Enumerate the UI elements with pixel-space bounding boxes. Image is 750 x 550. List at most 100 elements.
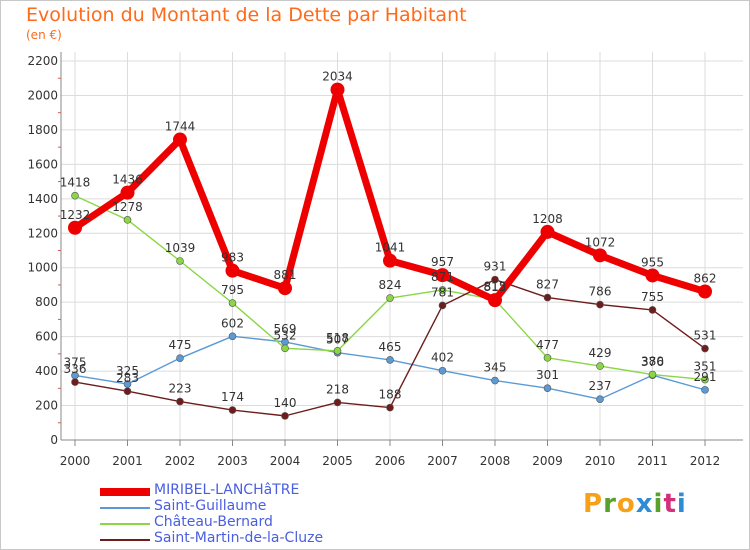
data-label: 1436 <box>112 173 143 187</box>
data-point <box>123 387 132 396</box>
y-tick-label: 1400 <box>27 192 58 206</box>
legend-swatch <box>100 507 150 509</box>
data-point <box>701 386 709 394</box>
chart-subtitle: (en €) <box>26 28 62 42</box>
data-point <box>176 257 184 265</box>
data-point <box>438 301 447 310</box>
data-point <box>491 275 499 284</box>
data-label: 1418 <box>60 176 91 190</box>
data-point <box>386 403 394 412</box>
data-point <box>71 378 79 386</box>
data-label: 174 <box>221 390 244 404</box>
data-label: 325 <box>116 364 139 378</box>
data-point <box>228 332 237 341</box>
data-point <box>596 395 604 403</box>
data-label: 1278 <box>112 200 143 214</box>
x-tick-label: 2000 <box>60 454 91 468</box>
logo-letter: t <box>663 489 677 519</box>
data-label: 380 <box>641 355 664 369</box>
data-label: 957 <box>431 255 454 269</box>
data-point <box>701 375 709 384</box>
legend-label: Château-Bernard <box>154 514 273 530</box>
data-label: 518 <box>326 331 349 345</box>
data-point <box>333 398 342 407</box>
legend-label: MIRIBEL-LANCHâTRE <box>154 482 300 498</box>
data-point <box>281 412 289 420</box>
data-point <box>543 354 552 362</box>
x-tick-label: 2009 <box>532 454 563 468</box>
data-label: 2034 <box>322 70 353 84</box>
y-tick-label: 1000 <box>27 261 58 275</box>
data-point <box>543 293 552 302</box>
data-label: 983 <box>221 251 244 265</box>
data-label: 1041 <box>375 241 406 255</box>
legend-label: Saint-Martin-de-la-Cluze <box>154 530 324 546</box>
data-label: 931 <box>484 260 507 274</box>
data-label: 812 <box>484 280 507 294</box>
proxiti-logo: Proxiti <box>583 489 687 519</box>
chart-title: Evolution du Montant de la Dette par Hab… <box>26 4 467 26</box>
data-label: 1232 <box>60 208 91 222</box>
y-tick-label: 400 <box>35 364 58 378</box>
data-point <box>438 286 447 294</box>
data-label: 1039 <box>165 241 196 255</box>
data-label: 602 <box>221 316 244 330</box>
data-point <box>698 284 712 299</box>
data-point <box>593 248 607 263</box>
data-point <box>281 344 289 353</box>
x-tick-label: 2004 <box>270 454 301 468</box>
x-tick-label: 2008 <box>480 454 511 468</box>
data-label: 336 <box>64 362 87 376</box>
data-point <box>330 82 345 97</box>
legend-label: Saint-Guillaume <box>154 498 267 514</box>
y-tick-label: 0 <box>50 433 58 447</box>
data-label: 402 <box>431 351 454 365</box>
data-point <box>596 362 604 370</box>
data-point <box>435 268 450 283</box>
data-label: 507 <box>326 333 349 347</box>
x-tick-label: 2012 <box>690 454 721 468</box>
y-tick-label: 2200 <box>27 54 58 68</box>
data-label: 218 <box>326 382 349 396</box>
data-point <box>648 306 657 314</box>
data-label: 781 <box>431 285 454 299</box>
logo-letter: r <box>603 489 617 519</box>
data-label: 862 <box>694 272 717 286</box>
y-tick-label: 2000 <box>27 88 58 102</box>
data-point <box>228 406 237 414</box>
data-label: 881 <box>274 268 297 282</box>
data-label: 237 <box>589 379 612 393</box>
data-label: 532 <box>274 328 297 342</box>
y-tick-label: 1200 <box>27 226 58 240</box>
data-label: 351 <box>694 360 717 374</box>
data-label: 429 <box>589 346 612 360</box>
data-label: 569 <box>274 322 297 336</box>
data-point <box>543 384 552 392</box>
x-tick-label: 2001 <box>112 454 143 468</box>
data-label: 827 <box>536 278 559 292</box>
data-label: 140 <box>274 396 297 410</box>
data-label: 815 <box>484 280 507 294</box>
data-point <box>68 220 82 235</box>
plot-area <box>61 52 743 440</box>
data-point <box>228 299 237 307</box>
data-point <box>438 366 447 375</box>
legend-swatch <box>100 523 150 525</box>
legend-swatch <box>100 539 150 541</box>
data-point <box>176 397 184 406</box>
data-label: 475 <box>169 338 192 352</box>
data-point <box>386 294 394 302</box>
data-label: 291 <box>694 370 717 384</box>
y-tick-label: 800 <box>35 295 58 309</box>
logo-letter: x <box>635 489 654 519</box>
x-tick-label: 2011 <box>637 454 668 468</box>
data-point <box>491 376 499 385</box>
logo-letter: o <box>616 489 636 519</box>
logo-letter: P <box>583 489 604 519</box>
data-point <box>540 224 555 239</box>
data-label: 786 <box>589 285 612 299</box>
data-label: 1208 <box>532 212 563 226</box>
data-label: 301 <box>536 368 559 382</box>
data-point <box>333 346 342 355</box>
logo-letter: i <box>676 489 687 519</box>
